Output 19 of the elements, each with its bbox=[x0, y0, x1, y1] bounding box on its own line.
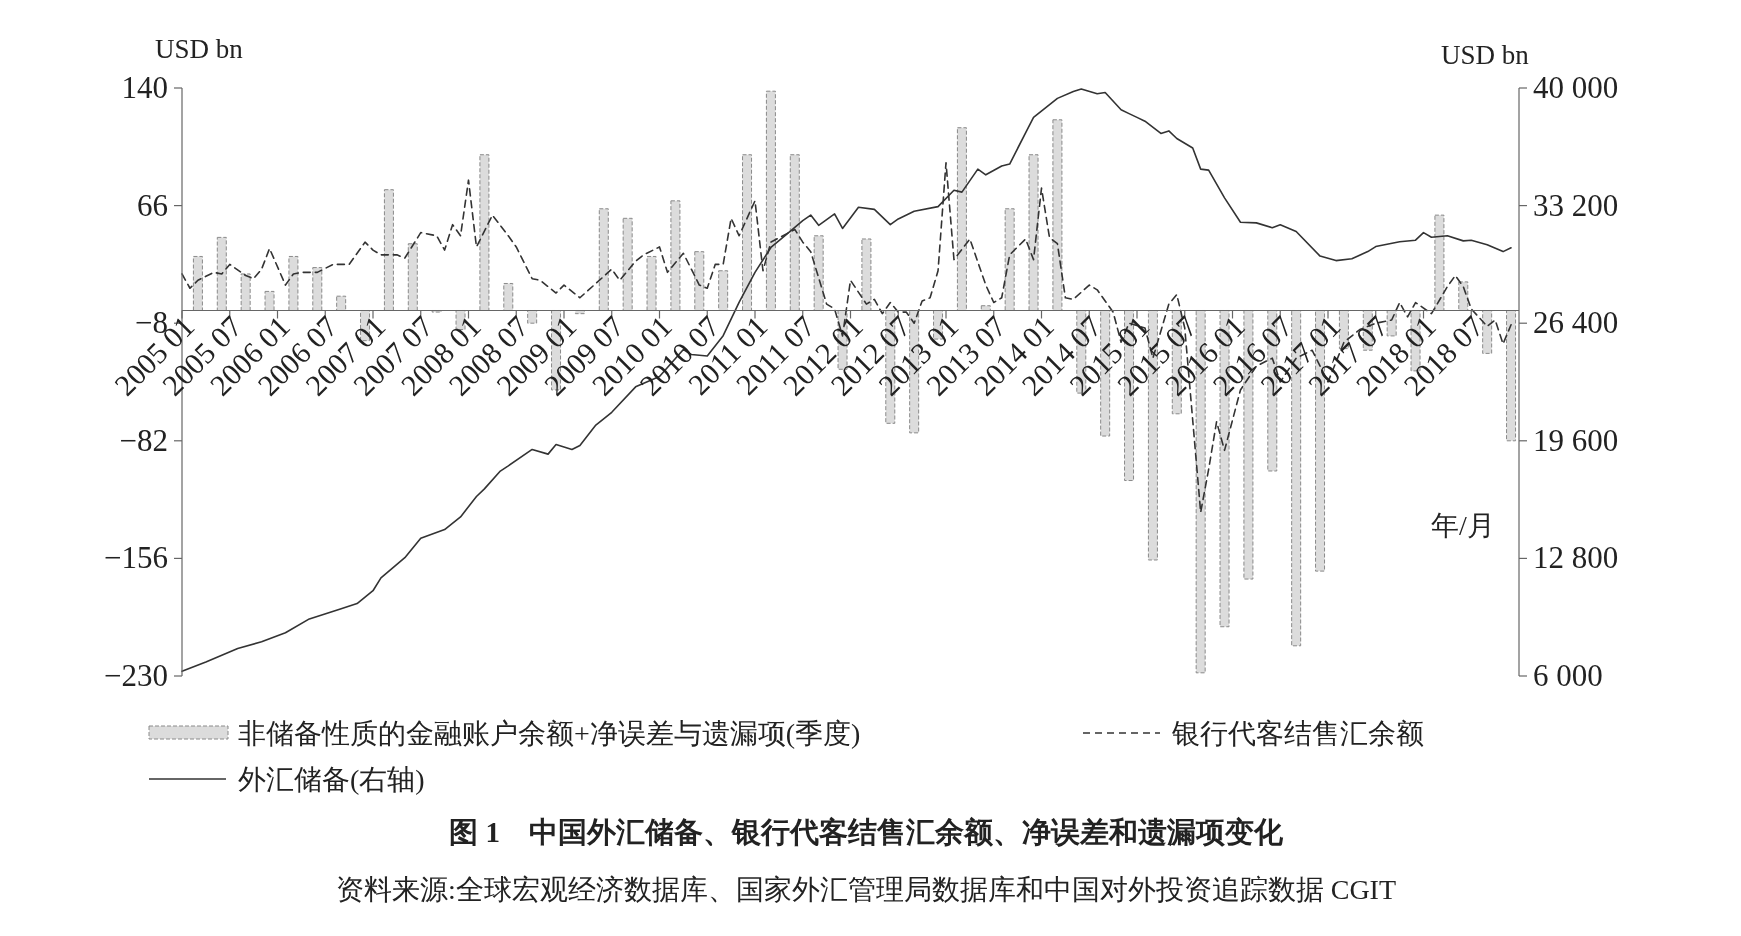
y2-tick-label: 19 600 bbox=[1533, 422, 1619, 458]
y-tick-label: −230 bbox=[104, 658, 168, 693]
y-axis-title: USD bn bbox=[155, 34, 244, 64]
y-tick-label: 140 bbox=[121, 70, 168, 105]
x-axis-title: 年/月 bbox=[1431, 510, 1495, 541]
y2-tick-label: 12 800 bbox=[1533, 540, 1619, 576]
legend-label: 非储备性质的金融账户余额+净误差与遗漏项(季度) bbox=[238, 718, 861, 749]
y-tick-label: 66 bbox=[137, 187, 168, 223]
legend-label: 外汇储备(右轴) bbox=[238, 764, 425, 795]
text: 资料来源:全球宏观经济数据库、国家外汇管理局数据库和中国对外投资追踪数据 CGIT bbox=[335, 874, 1397, 905]
y-tick-label: −82 bbox=[119, 422, 168, 458]
y2-tick-label: 6 000 bbox=[1533, 658, 1603, 693]
legend-label: 银行代客结售汇余额 bbox=[1171, 718, 1424, 749]
y2-tick-label: 33 200 bbox=[1533, 187, 1619, 223]
y-tick-label: −156 bbox=[104, 540, 168, 576]
y2-tick-label: 40 000 bbox=[1533, 70, 1619, 105]
y2-axis-title: USD bn bbox=[1441, 40, 1530, 70]
text: 图 1 中国外汇储备、银行代客结售汇余额、净误差和遗漏项变化 bbox=[449, 816, 1284, 848]
y2-tick-label: 26 400 bbox=[1533, 305, 1619, 341]
